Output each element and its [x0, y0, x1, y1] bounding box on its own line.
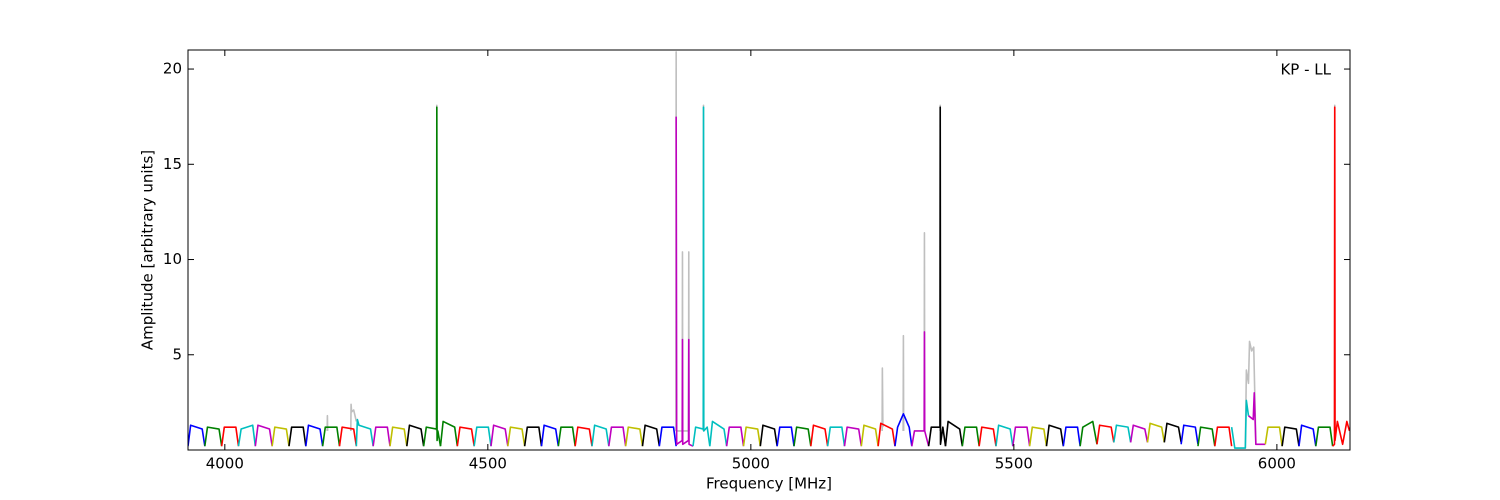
series-line	[961, 426, 980, 447]
annotation: KP - LL	[1280, 61, 1331, 79]
series-line	[1230, 399, 1250, 449]
series-line	[742, 426, 762, 447]
y-tick-label: 15	[163, 155, 182, 173]
series-line	[271, 426, 290, 447]
series-line	[1214, 426, 1233, 447]
series-line	[944, 420, 964, 447]
series-line	[894, 413, 913, 447]
series-line	[810, 424, 829, 447]
series-line	[321, 426, 341, 447]
series-line	[1028, 426, 1048, 447]
y-tick-label: 5	[172, 345, 182, 363]
plot-frame	[187, 49, 1351, 451]
series-line	[1079, 420, 1098, 447]
series-line	[389, 426, 408, 447]
series-line	[843, 426, 863, 447]
series-line	[220, 426, 240, 447]
series-line	[1281, 426, 1300, 447]
series-line	[1045, 424, 1065, 447]
y-tick-label: 10	[163, 250, 182, 268]
series-line	[1163, 422, 1182, 443]
series-line	[776, 426, 795, 447]
series-line	[1146, 422, 1166, 443]
series-line	[1247, 392, 1266, 446]
series-line	[608, 426, 627, 447]
series-line	[793, 426, 812, 447]
series-line	[725, 426, 745, 447]
series-line	[826, 426, 846, 447]
series-line	[254, 424, 273, 447]
series-line	[860, 424, 879, 447]
series-line	[641, 424, 661, 447]
series-line	[658, 426, 677, 447]
series-line	[1062, 426, 1081, 447]
series-line	[675, 116, 694, 447]
series-line	[1113, 424, 1132, 443]
series-line	[204, 426, 223, 447]
series-line	[574, 426, 593, 447]
x-tick-label: 6000	[1258, 455, 1296, 473]
series-line	[1332, 106, 1350, 447]
series-line	[355, 418, 374, 447]
series-line	[1315, 426, 1334, 447]
series-line	[557, 426, 576, 447]
y-tick-label: 20	[163, 60, 182, 78]
series-line	[709, 420, 728, 447]
x-tick-label: 5500	[995, 455, 1033, 473]
series-line	[422, 106, 442, 447]
series-line	[877, 422, 896, 447]
series-line	[1264, 426, 1283, 447]
plot-lines	[188, 51, 1350, 449]
x-tick-label: 4000	[206, 455, 244, 473]
series-line	[338, 426, 358, 447]
series-line	[624, 426, 644, 447]
series-line	[1129, 424, 1149, 443]
series-line	[1180, 424, 1199, 445]
x-tick-label: 4500	[469, 455, 507, 473]
series-line	[237, 424, 257, 447]
series-line	[406, 424, 425, 447]
series-line	[692, 106, 711, 447]
series-line	[523, 426, 543, 447]
series-line	[456, 426, 475, 447]
series-line	[188, 424, 206, 447]
series-line	[1197, 426, 1216, 447]
series-line	[759, 424, 778, 447]
y-axis-label: Amplitude [arbitrary units]	[139, 150, 157, 350]
series-line	[326, 51, 1336, 449]
series-line	[507, 426, 526, 447]
series-line	[372, 426, 391, 447]
series-line	[591, 424, 610, 447]
series-line	[1012, 426, 1031, 447]
series-line	[473, 426, 492, 447]
x-axis-label: Frequency [MHz]	[706, 475, 832, 493]
series-line	[1298, 424, 1317, 447]
series-line	[288, 426, 307, 447]
series-line	[978, 426, 997, 447]
series-line	[490, 424, 509, 447]
series-line	[927, 106, 947, 447]
series-line	[995, 424, 1014, 447]
series-line	[540, 424, 560, 447]
series-line	[439, 420, 459, 447]
x-tick-label: 5000	[732, 455, 770, 473]
series-line	[305, 424, 324, 447]
series-line	[911, 331, 930, 447]
series-line	[1096, 424, 1115, 445]
